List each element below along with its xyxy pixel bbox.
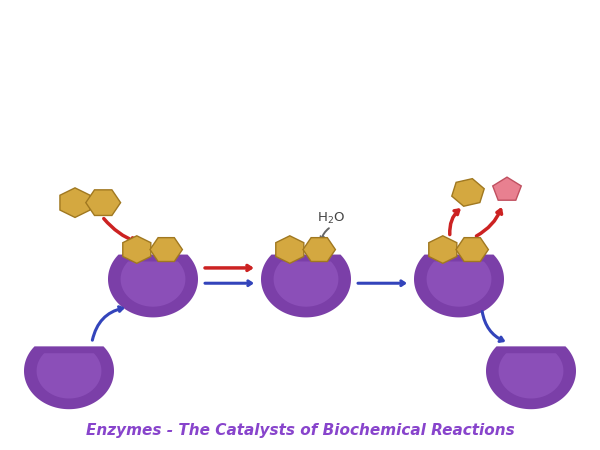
Text: Enzymes - The Catalysts of Biochemical Reactions: Enzymes - The Catalysts of Biochemical R…	[86, 423, 514, 438]
Text: Chapter 5 - Microbial Metabolism: Chapter 5 - Microbial Metabolism	[96, 110, 504, 132]
Polygon shape	[24, 346, 114, 409]
Polygon shape	[276, 236, 304, 263]
Polygon shape	[108, 255, 198, 317]
Polygon shape	[427, 261, 491, 307]
Polygon shape	[429, 236, 457, 263]
Polygon shape	[303, 238, 335, 261]
Polygon shape	[414, 255, 504, 317]
Polygon shape	[261, 255, 351, 317]
Polygon shape	[493, 177, 521, 200]
Polygon shape	[456, 238, 488, 261]
Text: February 18, 2019: February 18, 2019	[190, 64, 410, 86]
Polygon shape	[123, 236, 151, 263]
Polygon shape	[37, 353, 101, 399]
Text: MCB100  Introductory Microbiology: MCB100 Introductory Microbiology	[81, 21, 519, 43]
Polygon shape	[486, 346, 576, 409]
Polygon shape	[274, 261, 338, 307]
Polygon shape	[499, 353, 563, 399]
Polygon shape	[121, 261, 185, 307]
Text: H$_2$O: H$_2$O	[317, 211, 345, 225]
Polygon shape	[150, 238, 182, 261]
Polygon shape	[452, 179, 484, 206]
Polygon shape	[86, 190, 121, 216]
Polygon shape	[60, 188, 90, 217]
